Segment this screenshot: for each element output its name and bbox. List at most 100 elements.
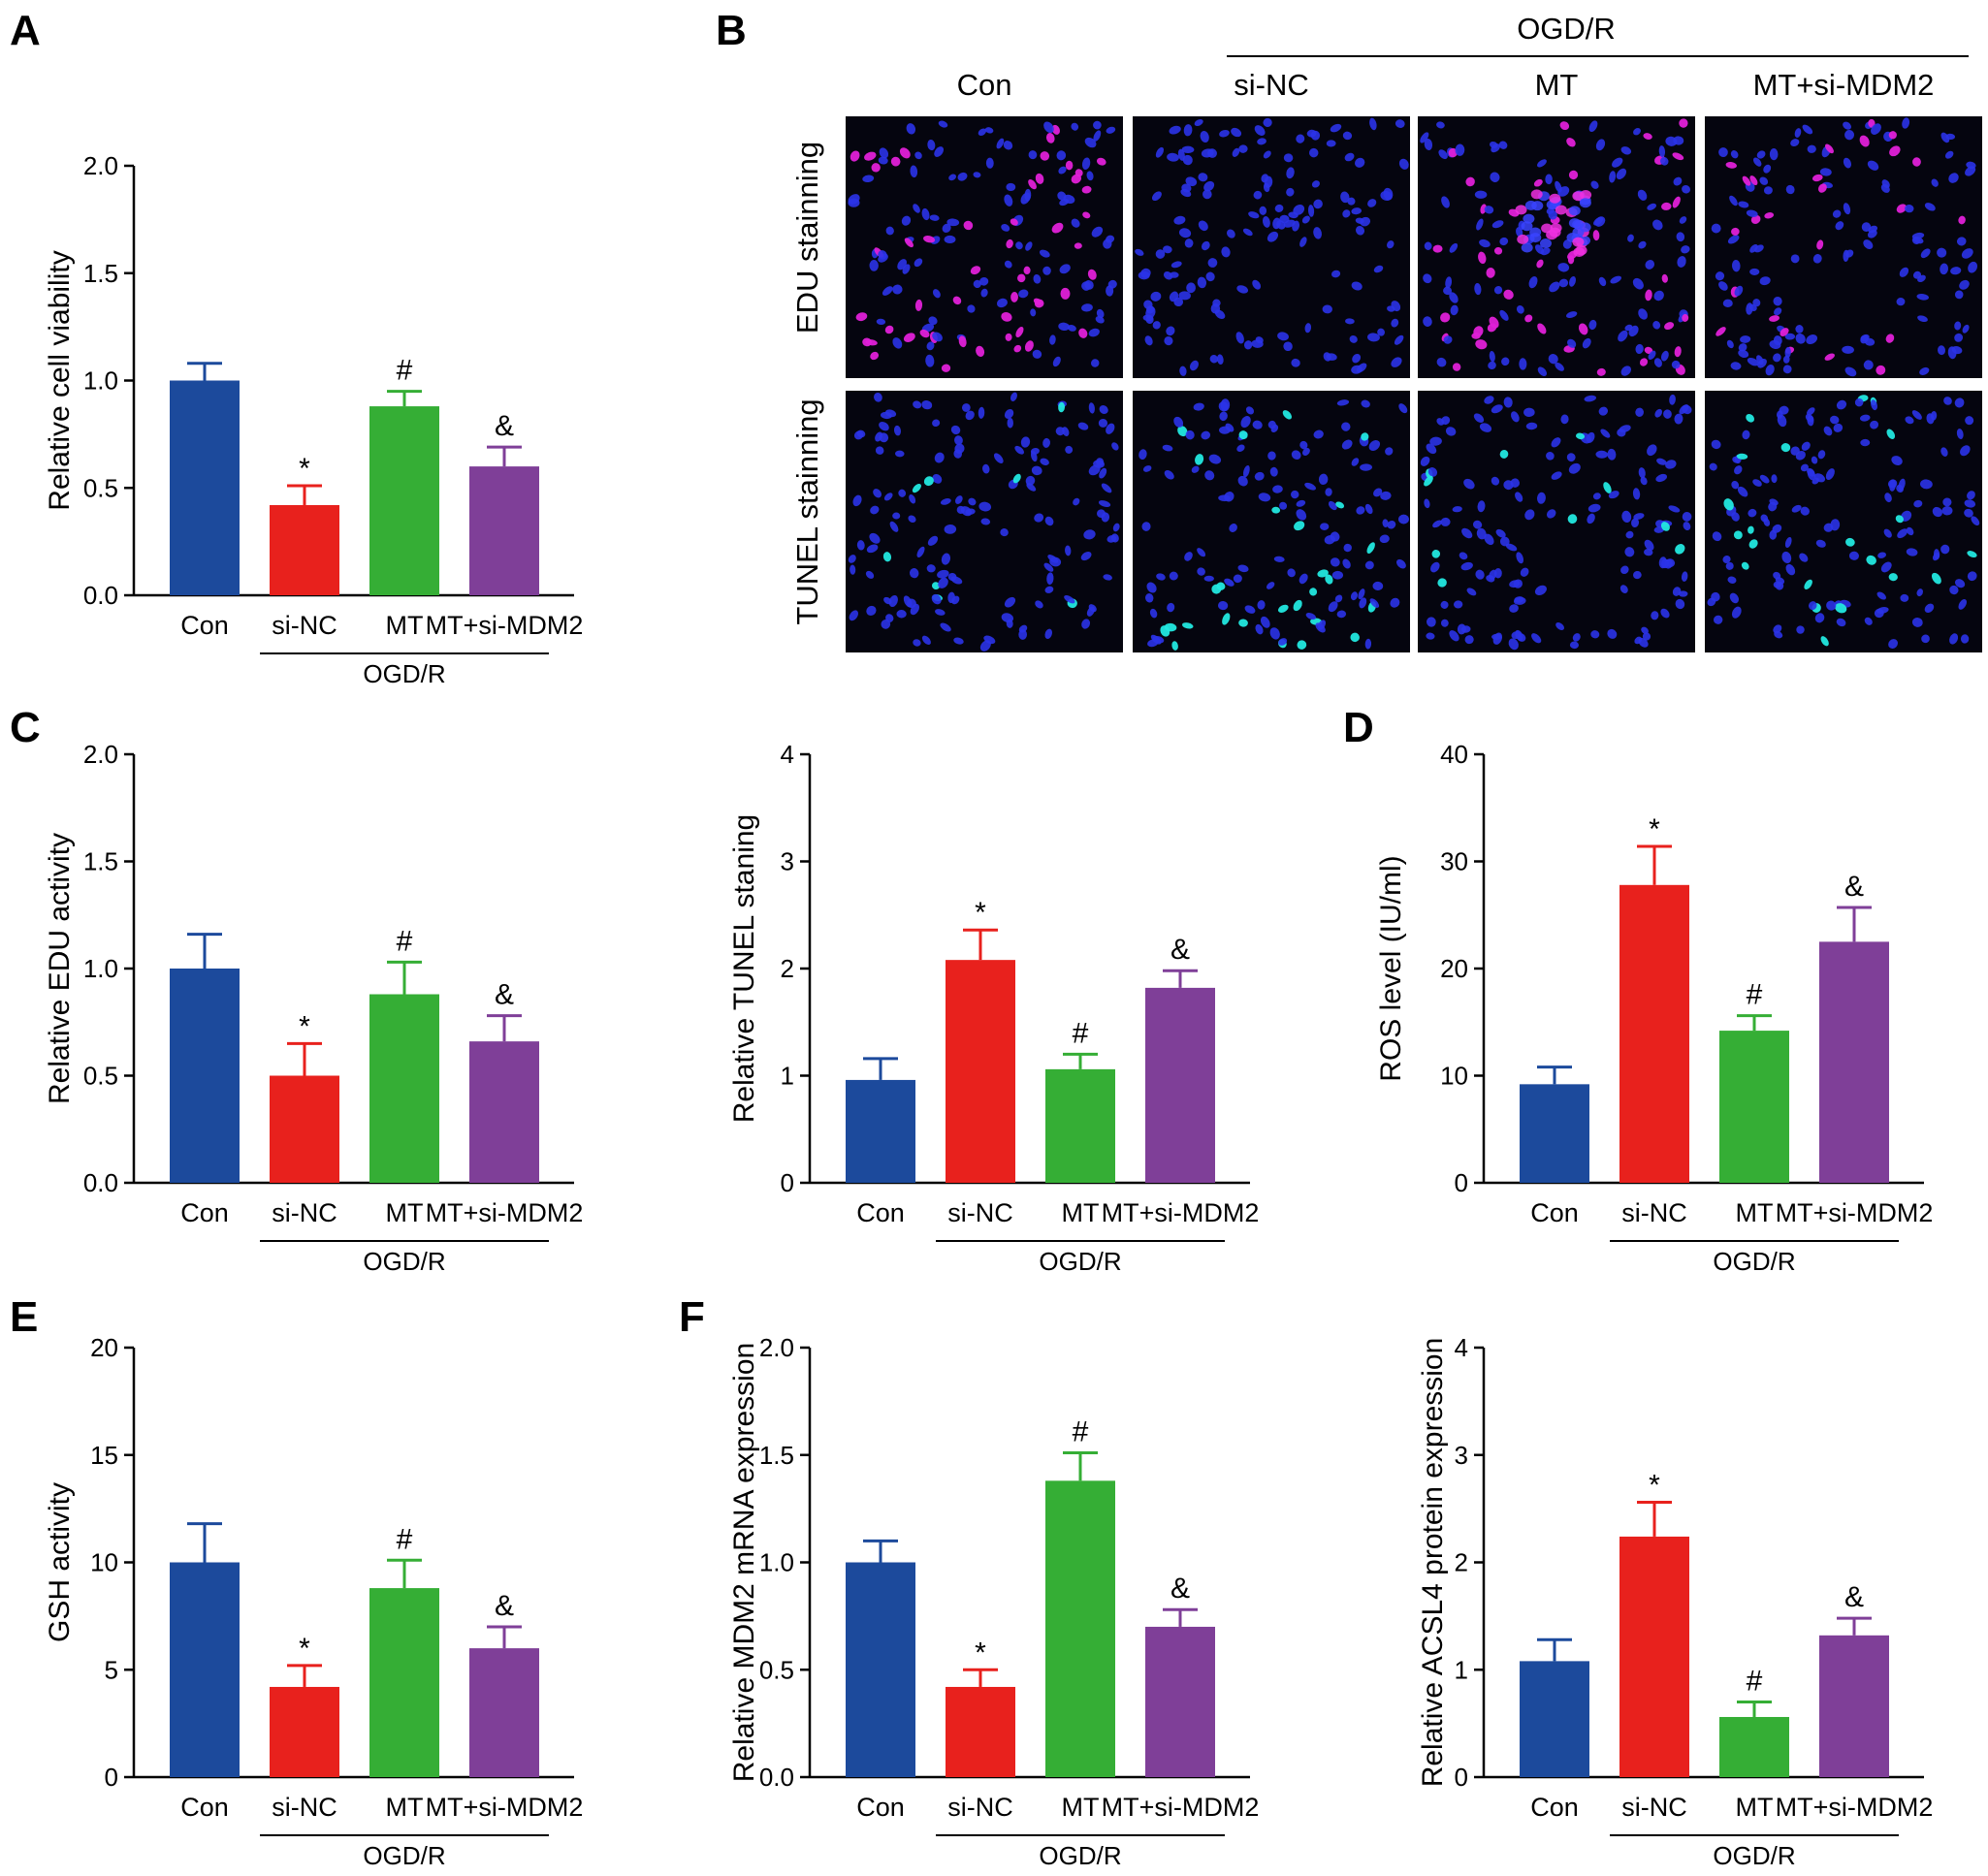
- nucleus: [1516, 552, 1524, 564]
- nucleus: [1065, 445, 1074, 454]
- nucleus: [1291, 490, 1299, 499]
- positive-nucleus: [1293, 599, 1302, 612]
- positive-nucleus: [1536, 259, 1544, 269]
- nucleus: [1429, 436, 1442, 446]
- panel-b-group-label: OGD/R: [1517, 12, 1616, 46]
- nucleus: [1267, 231, 1279, 242]
- nucleus: [1420, 132, 1429, 143]
- y-axis-label: Relative ACSL4 protein expression: [1417, 1338, 1449, 1788]
- y-tick-label: 2.0: [759, 1333, 794, 1362]
- positive-nucleus: [1664, 322, 1675, 331]
- nucleus: [1252, 279, 1262, 290]
- nucleus: [1071, 122, 1079, 131]
- positive-nucleus: [871, 163, 881, 173]
- bar-mt-si-mdm2: [1819, 1635, 1889, 1777]
- y-tick-label: 3: [1455, 1441, 1468, 1470]
- positive-nucleus: [1742, 175, 1751, 186]
- nucleus: [850, 564, 856, 575]
- nucleus: [1479, 423, 1492, 432]
- nucleus: [1509, 580, 1521, 588]
- positive-nucleus: [1567, 514, 1578, 525]
- nucleus: [1449, 242, 1459, 253]
- nucleus: [1493, 286, 1503, 295]
- positive-nucleus: [1967, 551, 1977, 558]
- positive-nucleus: [1576, 432, 1586, 440]
- nucleus: [1372, 581, 1384, 590]
- nucleus: [1848, 551, 1859, 560]
- nucleus: [1461, 527, 1473, 539]
- bar-chart-1: 0.0 0.5 1.0 1.5 2.0 Relative cell viability Co…: [10, 7, 583, 688]
- nucleus: [888, 594, 898, 608]
- nucleus: [985, 157, 994, 169]
- nucleus: [1731, 512, 1740, 522]
- nucleus: [1635, 407, 1644, 417]
- nucleus: [1555, 180, 1562, 193]
- nucleus: [1358, 588, 1365, 600]
- nucleus: [1270, 424, 1279, 433]
- nucleus: [1537, 492, 1546, 504]
- x-category-label: MT: [1062, 1198, 1100, 1227]
- nucleus: [1628, 325, 1639, 337]
- significance-mark: *: [299, 1010, 310, 1042]
- nucleus: [1799, 553, 1809, 562]
- positive-nucleus: [1820, 636, 1829, 647]
- positive-nucleus: [1478, 251, 1487, 265]
- nucleus: [1607, 448, 1617, 461]
- nucleus: [1709, 462, 1717, 471]
- nucleus: [1184, 552, 1193, 561]
- nucleus: [1229, 524, 1237, 532]
- nucleus: [1286, 167, 1295, 179]
- nucleus: [1350, 591, 1358, 601]
- nucleus: [1394, 334, 1404, 345]
- nucleus: [935, 609, 946, 616]
- nucleus: [1145, 315, 1154, 325]
- bar-si-nc: [270, 504, 339, 595]
- nucleus: [1299, 440, 1308, 450]
- nucleus: [1044, 628, 1053, 640]
- positive-nucleus: [1499, 450, 1509, 459]
- nucleus: [1711, 591, 1720, 602]
- nucleus: [1326, 353, 1337, 361]
- nucleus: [1296, 134, 1305, 143]
- positive-nucleus: [1051, 222, 1064, 234]
- positive-nucleus: [1639, 358, 1649, 366]
- panel-b-column-label: MT+si-MDM2: [1753, 68, 1935, 102]
- nucleus: [956, 505, 965, 515]
- positive-nucleus: [1065, 160, 1074, 171]
- group-label: OGD/R: [1713, 1247, 1795, 1276]
- positive-nucleus: [1812, 174, 1823, 182]
- bar-con: [170, 1562, 240, 1777]
- nucleus: [1722, 556, 1731, 563]
- y-tick-label: 2: [1455, 1548, 1468, 1577]
- nucleus: [1236, 444, 1245, 452]
- nucleus: [1071, 218, 1080, 228]
- nucleus: [1026, 483, 1037, 492]
- nucleus: [1779, 405, 1789, 415]
- nucleus: [1360, 216, 1371, 227]
- nucleus: [1775, 582, 1784, 590]
- nucleus: [1830, 519, 1841, 531]
- nucleus: [1546, 509, 1556, 519]
- nucleus: [1711, 439, 1721, 450]
- nucleus: [916, 546, 925, 557]
- positive-nucleus: [1675, 544, 1685, 555]
- nucleus: [1896, 298, 1906, 306]
- nucleus: [1424, 498, 1430, 509]
- nucleus: [1674, 413, 1683, 425]
- bar-mt: [1719, 1031, 1789, 1183]
- nucleus: [1902, 117, 1910, 129]
- nucleus: [925, 354, 935, 367]
- nucleus: [1499, 237, 1509, 246]
- positive-nucleus: [899, 147, 911, 159]
- nucleus: [856, 429, 866, 438]
- nucleus: [1283, 153, 1294, 163]
- nucleus: [1025, 241, 1033, 251]
- nucleus: [909, 568, 919, 579]
- nucleus: [979, 640, 991, 652]
- nucleus: [1638, 308, 1648, 320]
- nucleus: [1631, 518, 1640, 528]
- nucleus: [1235, 332, 1244, 344]
- nucleus: [1546, 452, 1555, 461]
- nucleus: [1351, 207, 1363, 215]
- nucleus: [1463, 478, 1475, 490]
